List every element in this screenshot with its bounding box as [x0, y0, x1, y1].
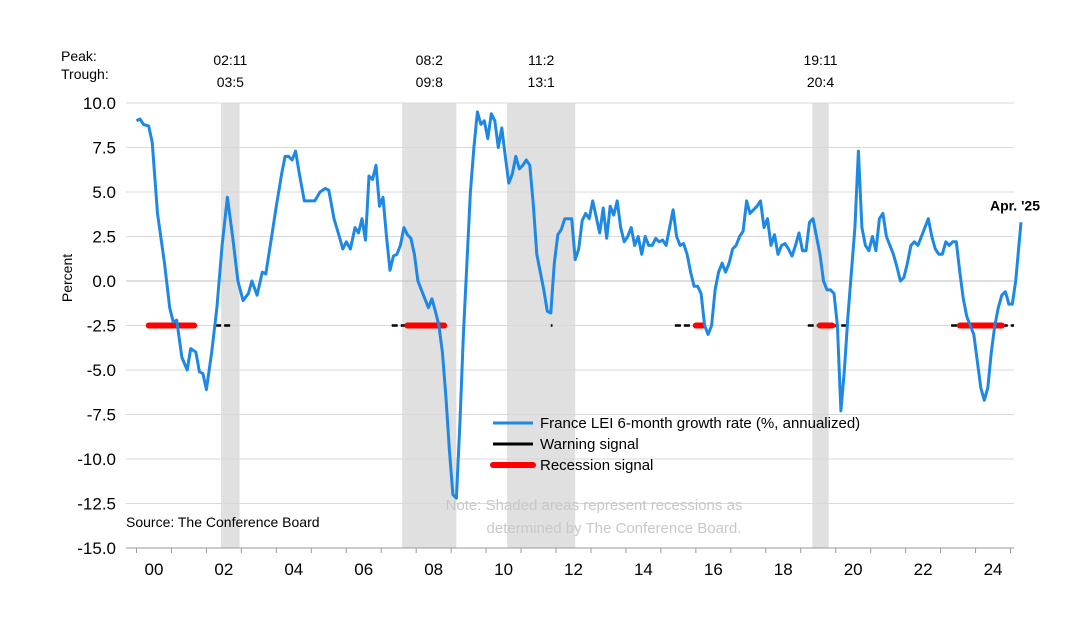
trough-label: Trough: — [61, 66, 109, 82]
legend-label-recession: Recession signal — [540, 457, 653, 474]
y-axis-label: Percent — [59, 254, 75, 302]
x-tick-label-10: 20 — [844, 560, 863, 579]
x-tick-label-4: 08 — [424, 560, 443, 579]
recession-labels: 02:11 03:5 08:2 09:8 11:2 13:1 19:11 20:4 — [213, 52, 837, 90]
recession-peak-label-1: 08:2 — [416, 52, 443, 68]
x-tick-label-12: 24 — [984, 560, 1003, 579]
y-tick-label-7: -7.5 — [87, 406, 116, 425]
legend-label-warning: Warning signal — [540, 436, 639, 453]
recession-trough-label-3: 20:4 — [807, 74, 834, 90]
series-lei-line — [135, 110, 1023, 500]
y-tick-label-4: 0.0 — [92, 272, 116, 291]
note-line-1: Note: Shaded areas represent recessions … — [446, 497, 743, 514]
recession-trough-label-1: 09:8 — [416, 74, 443, 90]
legend-label-lei: France LEI 6-month growth rate (%, annua… — [540, 415, 860, 432]
recession-peak-label-0: 02:11 — [213, 52, 247, 68]
x-tick-label-5: 10 — [494, 560, 513, 579]
note-line-2: determined by The Conference Board. — [487, 520, 742, 537]
recession-peak-label-2: 11:2 — [528, 52, 554, 68]
recession-peak-label-3: 19:11 — [803, 52, 837, 68]
annotation-apr25: Apr. '25 — [990, 197, 1040, 213]
y-tick-label-10: -15.0 — [77, 539, 116, 558]
source-text: Source: The Conference Board — [126, 514, 320, 530]
y-tick-label-0: 10.0 — [83, 94, 116, 113]
y-tick-label-2: 5.0 — [92, 183, 116, 202]
x-tick-label-0: 00 — [145, 560, 164, 579]
recession-trough-label-2: 13:1 — [528, 74, 555, 90]
x-tick-label-9: 18 — [774, 560, 793, 579]
x-axis: 00 02 04 06 08 10 12 14 16 18 20 22 24 — [126, 547, 1014, 579]
y-tick-label-9: -12.5 — [77, 495, 116, 514]
y-axis: 10.0 7.5 5.0 2.5 0.0 -2.5 -5.0 -7.5 -10.0 -12.5 -1… — [77, 94, 116, 558]
x-tick-label-3: 06 — [354, 560, 373, 579]
legend: France LEI 6-month growth rate (%, annua… — [490, 415, 860, 474]
x-tick-label-6: 12 — [564, 560, 583, 579]
peak-label: Peak: — [61, 48, 97, 64]
y-tick-label-3: 2.5 — [92, 228, 116, 247]
gridlines — [126, 102, 1014, 504]
x-tick-label-2: 04 — [284, 560, 303, 579]
x-tick-label-7: 14 — [634, 560, 653, 579]
y-tick-label-1: 7.5 — [92, 139, 116, 158]
y-tick-label-6: -5.0 — [87, 361, 116, 380]
recession-trough-label-0: 03:5 — [217, 74, 244, 90]
x-tick-label-1: 02 — [214, 560, 233, 579]
x-tick-label-8: 16 — [704, 560, 723, 579]
y-tick-label-8: -10.0 — [77, 450, 116, 469]
x-tick-label-11: 22 — [914, 560, 933, 579]
y-tick-label-5: -2.5 — [87, 317, 116, 336]
